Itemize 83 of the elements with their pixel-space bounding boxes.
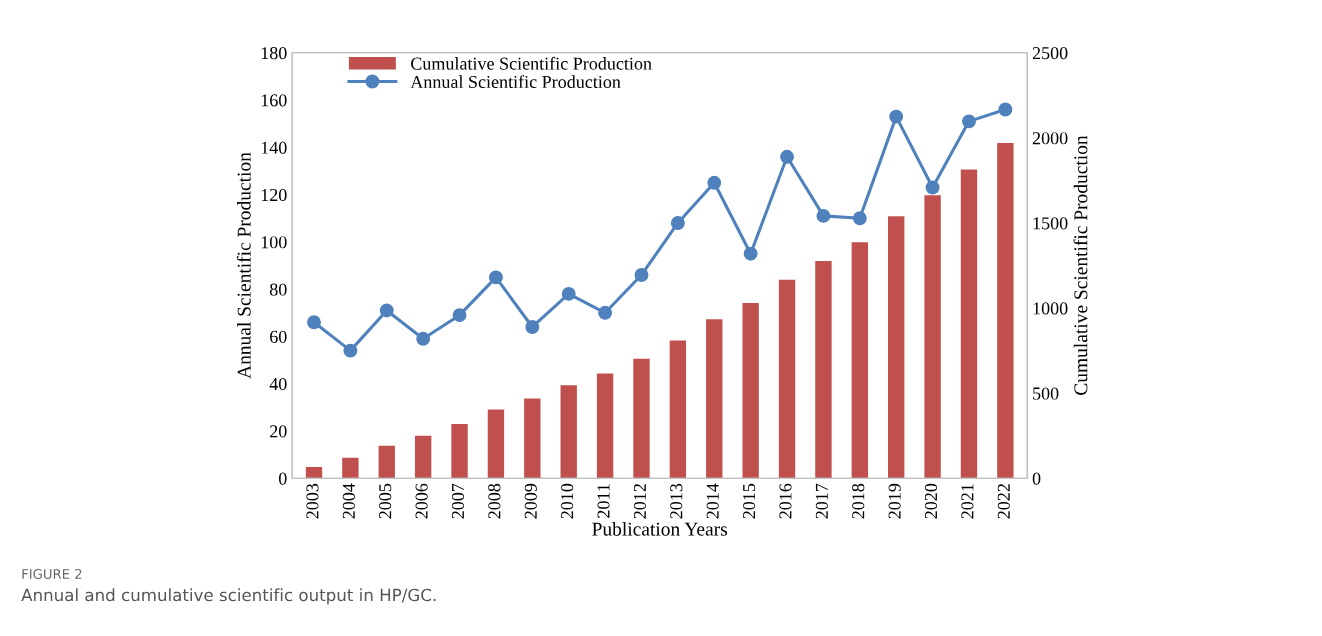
x-tick-label: 2010 <box>561 483 574 519</box>
bar <box>596 373 614 479</box>
y2-tick-label: 0 <box>1032 472 1041 485</box>
y-axis-title: Annual Scientific Production <box>236 152 251 379</box>
x-tick-label: 2017 <box>815 483 828 519</box>
y2-tick-label: 1000 <box>1033 302 1068 315</box>
y2-axis-title: Cumulative Scientific Production <box>1073 135 1088 395</box>
legend-label: Cumulative Scientific Production <box>411 56 652 70</box>
point <box>998 102 1013 117</box>
x-tick-label: 2005 <box>379 483 392 519</box>
y2-tick-label: 2500 <box>1032 47 1068 60</box>
x-tick-label: 2009 <box>524 483 537 519</box>
bar <box>960 169 978 479</box>
text: Annual and cumulative scientific output in HP/GC. <box>21 588 436 605</box>
bar <box>997 142 1014 479</box>
x-tick-label: 2008 <box>488 483 501 519</box>
point <box>379 303 394 318</box>
y-tick-label: 80 <box>269 283 287 296</box>
point <box>488 270 503 285</box>
point <box>852 211 867 226</box>
y-tick-label: 20 <box>270 425 287 438</box>
x-tick-label: 2004 <box>342 483 355 519</box>
y-tick-label: 180 <box>261 47 287 60</box>
y-tick-label: 0 <box>278 472 287 485</box>
y-tick-label: 40 <box>269 377 287 391</box>
point <box>780 149 794 164</box>
bar <box>560 385 577 479</box>
point <box>962 114 976 129</box>
y-tick-label: 140 <box>261 141 287 154</box>
x-tick-label: 2022 <box>997 484 1010 519</box>
x-tick-label: 2014 <box>706 483 719 519</box>
y2-tick-label: 1500 <box>1033 217 1068 230</box>
x-tick-label: 2018 <box>852 483 865 519</box>
bar <box>487 409 505 479</box>
bar <box>706 319 723 479</box>
x-tick-label: 2007 <box>451 483 465 519</box>
y-tick-label: 120 <box>261 188 287 202</box>
x-tick-label: 2016 <box>779 483 792 519</box>
point <box>307 315 321 330</box>
bar <box>742 302 759 479</box>
bar <box>633 358 650 479</box>
x-tick-label: 2019 <box>888 483 901 519</box>
caption: FIGURE 2 <box>22 568 82 579</box>
x-tick-label: 2011 <box>597 484 610 518</box>
bar <box>924 195 941 479</box>
point <box>634 268 649 282</box>
y-tick-label: 160 <box>261 94 287 107</box>
point <box>743 246 758 261</box>
bar <box>305 467 323 479</box>
legend-label: Annual Scientific Production <box>410 75 621 89</box>
y-tick-label: 60 <box>270 330 287 343</box>
point <box>343 343 358 358</box>
bar <box>851 242 868 479</box>
x-axis-title: Publication Years <box>592 522 728 536</box>
x-tick-label: 2020 <box>924 483 938 519</box>
bar <box>669 340 687 479</box>
x-tick-label: 2003 <box>306 483 319 519</box>
bar <box>342 457 359 479</box>
bar <box>378 445 395 479</box>
x-tick-label: 2021 <box>961 484 974 519</box>
bar <box>414 435 432 479</box>
point <box>416 331 431 346</box>
x-tick-label: 2013 <box>670 483 683 519</box>
bar <box>451 423 468 479</box>
point <box>925 180 940 195</box>
bar <box>778 279 796 479</box>
point <box>561 286 576 301</box>
point <box>707 175 722 190</box>
point <box>452 308 467 323</box>
bar <box>524 398 541 479</box>
x-tick-label: 2006 <box>415 483 428 519</box>
x-tick-label: 2015 <box>742 483 756 519</box>
point <box>889 109 904 124</box>
bar <box>888 216 905 479</box>
y2-tick-label: 500 <box>1033 387 1059 400</box>
point <box>525 320 540 334</box>
y2-tick-label: 2000 <box>1032 132 1068 145</box>
point <box>670 216 685 230</box>
point <box>598 305 613 320</box>
bar <box>815 260 832 479</box>
y-tick-label: 100 <box>261 236 287 249</box>
x-tick-label: 2012 <box>633 484 646 519</box>
point <box>816 208 831 223</box>
